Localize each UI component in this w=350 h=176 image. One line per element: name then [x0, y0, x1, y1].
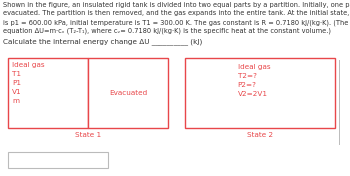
Bar — [88, 58, 168, 128]
Text: is p1 = 600.00 kPa, initial temperature is T1 = 300.00 K. The gas constant is R : is p1 = 600.00 kPa, initial temperature … — [3, 19, 350, 26]
Bar — [8, 152, 108, 168]
Text: Calculate the internal energy change ΔU __________ (kJ): Calculate the internal energy change ΔU … — [3, 38, 202, 45]
Text: evacuated. The partition is then removed, and the gas expands into the entire ta: evacuated. The partition is then removed… — [3, 11, 350, 17]
Text: State 1: State 1 — [75, 132, 101, 138]
Text: Shown in the figure, an insulated rigid tank is divided into two equal parts by : Shown in the figure, an insulated rigid … — [3, 2, 350, 8]
Bar — [8, 58, 88, 128]
Text: Evacuated: Evacuated — [109, 90, 147, 96]
Text: Ideal gas
T2=?
P2=?
V2=2V1: Ideal gas T2=? P2=? V2=2V1 — [238, 64, 270, 97]
Text: Ideal gas
T1
P1
V1
m: Ideal gas T1 P1 V1 m — [12, 62, 45, 104]
Text: equation ΔU=m·cᵥ (T₂-T₁), where cᵥ= 0.7180 kJ/(kg·K) is the specific heat at the: equation ΔU=m·cᵥ (T₂-T₁), where cᵥ= 0.71… — [3, 27, 331, 34]
Text: State 2: State 2 — [247, 132, 273, 138]
Bar — [185, 58, 335, 128]
